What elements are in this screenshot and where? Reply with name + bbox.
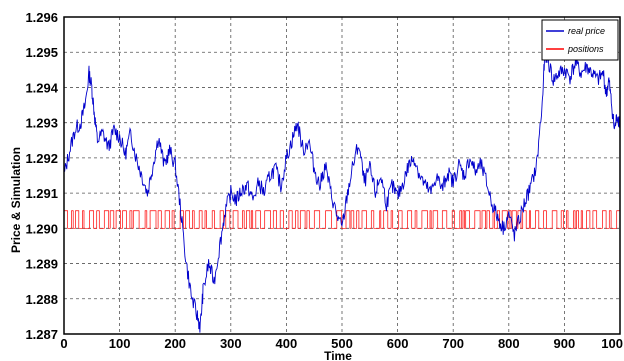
y-tick-label: 1.290 (25, 221, 58, 236)
real-price-line (63, 48, 621, 333)
positions-line (64, 210, 621, 229)
y-tick-label: 1.292 (25, 151, 58, 166)
x-tick-labels: 0 100 200 300 400 500 600 700 800 900 100 (60, 336, 623, 351)
legend: real price positions (541, 19, 619, 61)
x-tick-label: 700 (442, 336, 464, 351)
y-tick-label: 1.293 (25, 116, 58, 131)
y-tick-label: 1.289 (25, 257, 58, 272)
y-axis-label: Price & Simulation (9, 147, 23, 253)
x-tick-label: 0 (60, 336, 67, 351)
x-tick-label: 400 (276, 336, 298, 351)
x-tick-label: 600 (387, 336, 409, 351)
y-tick-label: 1.296 (25, 10, 58, 25)
x-tick-label: 500 (331, 336, 353, 351)
x-axis-label: Time (324, 349, 352, 361)
y-tick-label: 1.291 (25, 186, 58, 201)
x-tick-label: 100 (601, 336, 623, 351)
x-tick-label: 200 (164, 336, 186, 351)
real-price-series (63, 48, 621, 333)
y-tick-labels: 1.287 1.288 1.289 1.290 1.291 1.292 1.293 1.294… (25, 10, 58, 342)
plot-frame (63, 16, 621, 335)
positions-series (64, 210, 621, 229)
legend-label-real-price: real price (568, 26, 605, 36)
y-tick-label: 1.287 (25, 327, 58, 342)
x-tick-label: 300 (220, 336, 242, 351)
y-tick-label: 1.288 (25, 292, 58, 307)
x-tick-label: 100 (109, 336, 131, 351)
legend-box (541, 19, 619, 61)
x-tick-label: 900 (554, 336, 576, 351)
y-tick-label: 1.294 (25, 80, 58, 95)
x-tick-label: 800 (498, 336, 520, 351)
legend-label-positions: positions (567, 44, 604, 54)
y-tick-label: 1.295 (25, 45, 58, 60)
